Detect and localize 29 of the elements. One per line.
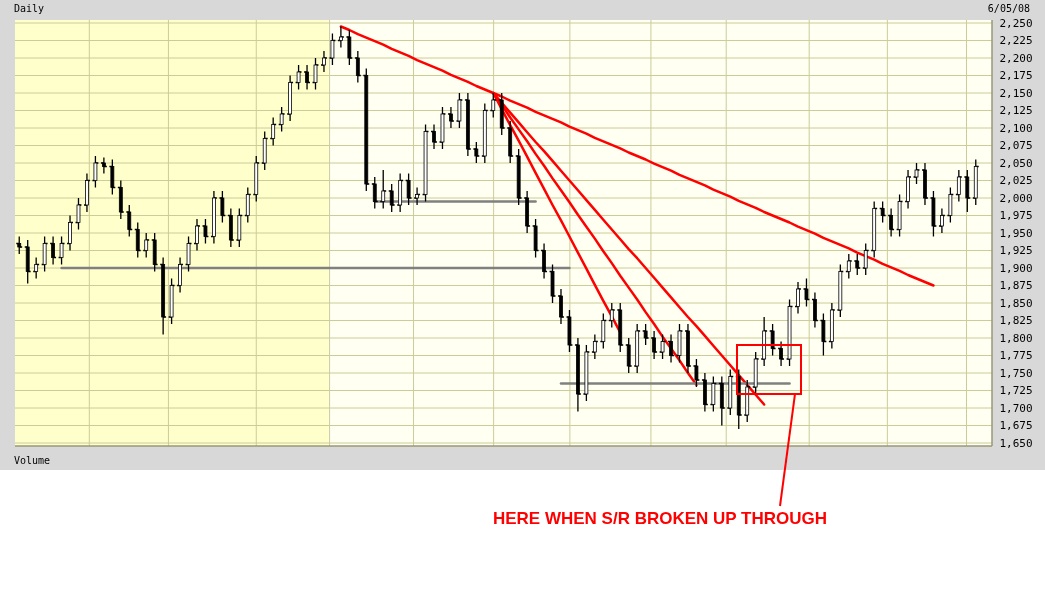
y-tick-label: 1,725: [999, 384, 1033, 398]
y-tick-label: 2,250: [999, 16, 1033, 30]
text: HERE WHEN S/R BROKEN UP THROUGH: [492, 509, 828, 528]
y-tick-label: 2,225: [999, 34, 1033, 48]
y-tick-label: 1,775: [999, 349, 1033, 363]
y-tick-label: 2,175: [999, 69, 1033, 83]
y-tick-label: 1,825: [999, 314, 1033, 328]
y-tick-label: 2,100: [999, 121, 1033, 135]
y-tick-label: 1,750: [999, 366, 1033, 380]
y-tick-label: 1,875: [999, 279, 1033, 293]
y-tick-label: 1,975: [999, 209, 1033, 223]
y-tick-label: 2,200: [999, 51, 1033, 65]
y-tick-label: 1,925: [999, 244, 1033, 258]
y-tick-label: 1,950: [999, 226, 1033, 240]
y-tick-label: 1,675: [999, 419, 1033, 433]
text: Volume: [14, 455, 51, 466]
chart-subtitle: 6/05/08: [987, 3, 1030, 14]
y-tick-label: 2,000: [999, 191, 1033, 205]
y-tick-label: 1,850: [999, 296, 1033, 310]
y-tick-label: 2,025: [999, 174, 1033, 188]
y-tick-label: 1,800: [999, 331, 1033, 345]
y-tick-label: 2,075: [999, 139, 1033, 153]
y-tick-label: 2,150: [999, 86, 1033, 100]
y-tick-label: 1,900: [999, 261, 1033, 275]
y-tick-label: 2,050: [999, 156, 1033, 170]
y-tick-label: 1,650: [999, 436, 1033, 450]
chart-title: Daily: [14, 3, 45, 14]
y-tick-label: 1,700: [999, 401, 1033, 415]
y-tick-label: 2,125: [999, 104, 1033, 118]
